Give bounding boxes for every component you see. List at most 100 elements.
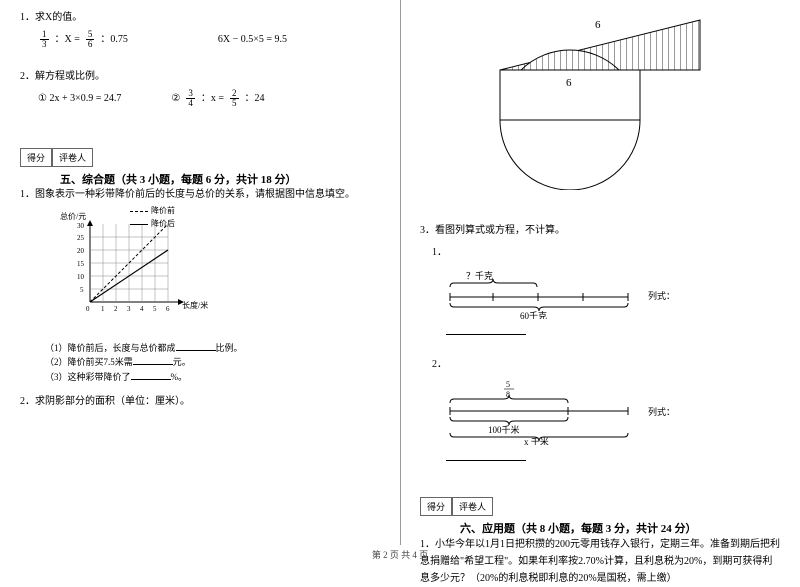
- q1-eq2: 6X − 0.5×5 = 9.5: [218, 32, 287, 48]
- y-axis-label: 总价/元: [60, 211, 86, 221]
- svg-text:5: 5: [506, 381, 510, 389]
- svg-text:长度/米: 长度/米: [182, 300, 208, 310]
- sub3-text: （3）这种彩带降价了: [45, 372, 131, 382]
- section5-title-row: 五、综合题（共 3 小题，每题 6 分，共计 18 分）: [20, 171, 380, 187]
- diagram2-label: 2．: [420, 357, 780, 373]
- q1-title-text: 求X的值。: [35, 12, 82, 23]
- section6-title: 六、应用题（共 8 小题，每题 3 分，共计 24 分）: [460, 520, 697, 536]
- diagram2: 5 8 100千米 x 千米 列式：: [448, 381, 780, 487]
- q3: 3．看图列算式或方程，不计算。 1． ？千克 60千克 列式： 2． 5 8: [420, 223, 780, 487]
- legend-after: 降价后: [130, 218, 175, 231]
- score-cell-2: 评卷人: [452, 497, 493, 516]
- q1-equations: 13 ：X = 56 ：0.75 6X − 0.5×5 = 9.5: [20, 30, 380, 49]
- chart: 降价前 降价后 总价/元 51015202530 01: [60, 209, 380, 335]
- sub1: （1）降价前后，长度与总价都成 比例。: [20, 341, 380, 355]
- sub3-end: %。: [171, 372, 188, 382]
- q2-eq2: ② 34 ：x = 25 ：24: [171, 89, 264, 108]
- score-cell-1: 得分: [420, 497, 452, 516]
- svg-text:60千克: 60千克: [520, 311, 547, 319]
- q2-num: 2．: [20, 71, 35, 82]
- q1-num: 1．: [20, 12, 35, 23]
- section5-q2: 2．求阴影部分的面积（单位：厘米）。: [20, 394, 380, 410]
- svg-text:10: 10: [77, 273, 85, 281]
- q3-num: 3．: [420, 225, 435, 236]
- q2: 2．解方程或比例。 ① 2x + 3×0.9 = 24.7 ② 34 ：x = …: [20, 69, 380, 108]
- den: 4: [186, 99, 195, 108]
- svg-text:20: 20: [77, 247, 85, 255]
- q2-title: 2．解方程或比例。: [20, 69, 380, 85]
- svg-text:30: 30: [77, 222, 85, 230]
- diagram1-label: 1．: [420, 245, 780, 261]
- circle-svg: 6 6: [470, 10, 730, 190]
- section5-title: 五、综合题（共 3 小题，每题 6 分，共计 18 分）: [60, 171, 297, 187]
- score-cell-2: 评卷人: [52, 148, 93, 167]
- svg-text:0: 0: [86, 305, 90, 313]
- eq-end: ：0.75: [100, 32, 128, 48]
- q1-eq1: 13 ：X = 56 ：0.75: [38, 30, 128, 49]
- q2-eq1: ① 2x + 3×0.9 = 24.7: [38, 91, 121, 107]
- blank[interactable]: [131, 370, 171, 380]
- eq-mid: ：x =: [201, 91, 224, 107]
- den: 3: [40, 40, 49, 49]
- svg-text:？千克: ？千克: [466, 271, 493, 281]
- page-number: 第 2 页 共 4 页: [372, 548, 428, 561]
- sub3: （3）这种彩带降价了 %。: [20, 370, 380, 384]
- q3-title-text: 看图列算式或方程，不计算。: [435, 225, 565, 236]
- eq-mid: ：X =: [55, 32, 80, 48]
- legend-text: 降价前: [151, 205, 175, 218]
- sub2-end: 元。: [173, 357, 191, 367]
- svg-text:4: 4: [140, 305, 144, 313]
- legend-text: 降价后: [151, 218, 175, 231]
- q2-title-text: 解方程或比例。: [35, 71, 105, 82]
- frac-3-4: 34: [186, 89, 195, 108]
- q3-title: 3．看图列算式或方程，不计算。: [420, 223, 780, 239]
- svg-text:5: 5: [80, 286, 84, 294]
- s5-q2-text: 2．求阴影部分的面积（单位：厘米）。: [20, 394, 380, 410]
- s5-q1-text: 1．图象表示一种彩带降价前后的长度与总价的关系，请根据图中信息填空。: [20, 187, 380, 203]
- legend: 降价前 降价后: [130, 205, 175, 231]
- eq-end: ：24: [245, 91, 265, 107]
- sub1-text: （1）降价前后，长度与总价都成: [45, 343, 176, 353]
- d1-svg: ？千克 60千克 列式：: [448, 269, 708, 319]
- svg-text:3: 3: [127, 305, 131, 313]
- s6-q1-text: 1．小华今年以1月1日把积攒的200元零用钱存入银行，定期三年。准备到期后把利息…: [420, 536, 780, 587]
- d1-blank[interactable]: [446, 325, 526, 335]
- score-box-2: 得分 评卷人: [420, 497, 780, 516]
- sub2: （2）降价前买7.5米需元。: [20, 355, 380, 369]
- blank[interactable]: [176, 341, 216, 351]
- section5-q1: 1．图象表示一种彩带降价前后的长度与总价的关系，请根据图中信息填空。 降价前 降…: [20, 187, 380, 384]
- q1-title: 1．求X的值。: [20, 10, 380, 26]
- svg-text:x 千米: x 千米: [524, 436, 549, 445]
- radius-label: 6: [566, 77, 572, 89]
- right-column: 6 6 3．看图列算式或方程，不计算。 1． ？千克 60千克 列式： 2． 5: [400, 0, 800, 565]
- d2-svg: 5 8 100千米 x 千米 列式：: [448, 381, 708, 445]
- circle-diagram: 6 6: [420, 10, 780, 193]
- score-cell-1: 得分: [20, 148, 52, 167]
- svg-text:1: 1: [101, 305, 105, 313]
- svg-text:100千米: 100千米: [488, 424, 520, 435]
- legend-before: 降价前: [130, 205, 175, 218]
- q1: 1．求X的值。 13 ：X = 56 ：0.75 6X − 0.5×5 = 9.…: [20, 10, 380, 49]
- section6-title-row: 六、应用题（共 8 小题，每题 3 分，共计 24 分）: [420, 520, 780, 536]
- frac-1-3: 13: [40, 30, 49, 49]
- svg-text:25: 25: [77, 234, 85, 242]
- svg-text:列式：: 列式：: [648, 406, 675, 417]
- svg-text:列式：: 列式：: [648, 290, 675, 301]
- frac-5-6: 56: [86, 30, 95, 49]
- eq-label: ①: [38, 93, 49, 104]
- eq-text: 2x + 3×0.9 = 24.7: [49, 93, 121, 104]
- q2-equations: ① 2x + 3×0.9 = 24.7 ② 34 ：x = 25 ：24: [20, 89, 380, 108]
- blank[interactable]: [133, 355, 173, 365]
- svg-text:5: 5: [153, 305, 157, 313]
- score-box: 得分 评卷人: [20, 148, 380, 167]
- den: 6: [86, 40, 95, 49]
- dash-icon: [130, 211, 148, 212]
- svg-text:15: 15: [77, 260, 85, 268]
- solid-icon: [130, 224, 148, 225]
- svg-text:2: 2: [114, 305, 118, 313]
- top-label: 6: [595, 19, 601, 31]
- sub1-end: 比例。: [216, 343, 243, 353]
- d2-blank[interactable]: [446, 451, 526, 461]
- den: 5: [230, 99, 239, 108]
- left-column: 1．求X的值。 13 ：X = 56 ：0.75 6X − 0.5×5 = 9.…: [0, 0, 400, 565]
